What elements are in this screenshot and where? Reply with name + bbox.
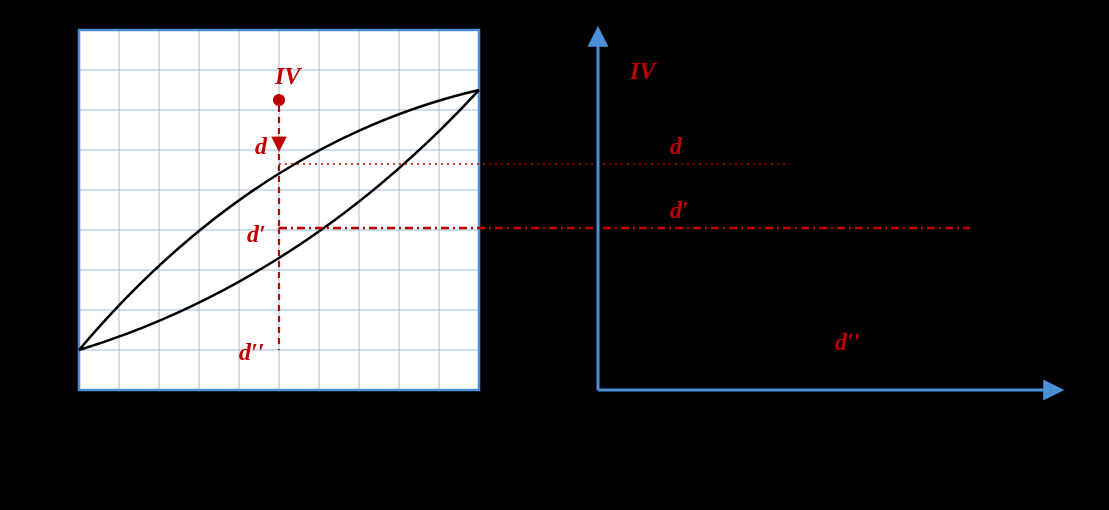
label-dpp-left: d′′ [239,340,265,367]
label-iv-left: IV [275,64,300,91]
label-dprime-left: d′ [247,222,266,249]
label-iv-right: IV [630,59,655,86]
label-dprime-right: d′ [670,198,689,225]
label-d-right: d [670,134,682,161]
diagram-svg [0,0,1109,510]
label-d-left: d [255,134,267,161]
label-dpp-right: d′′ [835,330,861,357]
